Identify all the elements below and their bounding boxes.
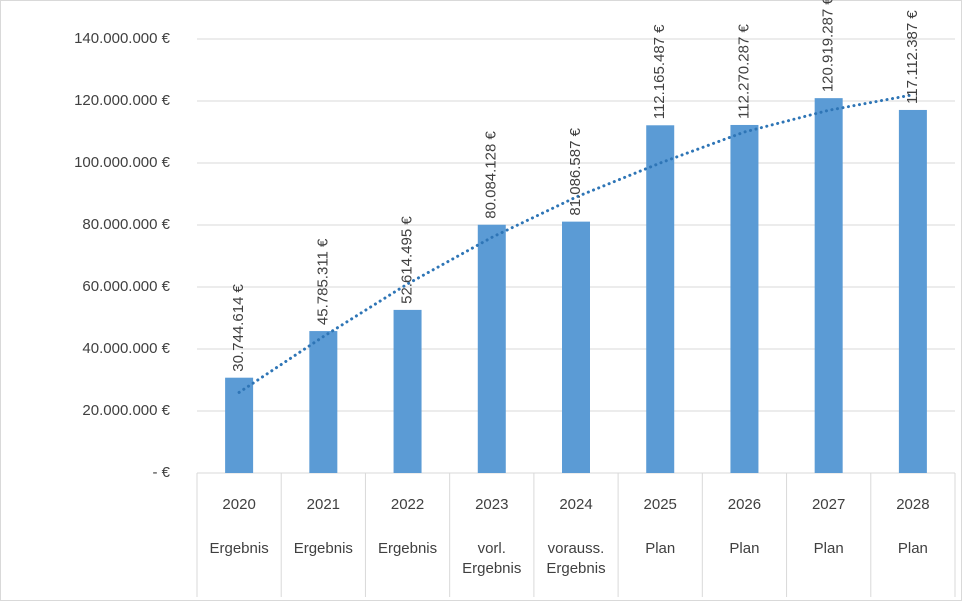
bar (646, 125, 675, 473)
data-label: 52.614.495 € (399, 216, 416, 304)
x-tick-label: 2020 (222, 496, 255, 513)
category-group-label: Plan (729, 540, 760, 557)
x-tick-label: 2024 (559, 496, 592, 513)
y-tick-label: 120.000.000 € (74, 92, 171, 109)
y-tick-label: 140.000.000 € (74, 30, 171, 47)
category-group-label: Ergebnis (293, 540, 353, 557)
trendline (237, 93, 915, 394)
data-label: 81.086.587 € (567, 127, 584, 215)
data-label: 112.270.287 € (735, 23, 752, 118)
y-tick-label: 100.000.000 € (74, 154, 171, 171)
y-tick-label: - € (152, 464, 170, 481)
bar (309, 331, 338, 473)
x-tick-label: 2021 (307, 496, 340, 513)
category-group-label: Ergebnis (377, 540, 438, 557)
category-group-label: Plan (813, 540, 844, 557)
x-tick-label: 2028 (896, 496, 929, 513)
bar (730, 124, 759, 474)
y-tick-label: 20.000.000 € (82, 402, 170, 419)
bar (477, 224, 506, 473)
bar (562, 221, 590, 473)
data-label: 112.165.487 € (651, 24, 668, 119)
x-tick-label: 2022 (391, 496, 424, 513)
y-tick-label: 40.000.000 € (82, 340, 170, 357)
bar (393, 309, 422, 473)
category-group-label: vorauss. Ergebnis (546, 540, 606, 577)
bar (814, 98, 843, 473)
x-tick-label: 2027 (812, 496, 845, 513)
data-label: 117.112.387 € (904, 10, 921, 104)
data-label: 120.919.287 € (820, 0, 837, 92)
bar (898, 109, 927, 473)
x-tick-label: 2026 (728, 496, 761, 513)
category-group-label: vorl. Ergebnis (462, 540, 522, 577)
x-tick-label: 2023 (475, 496, 508, 513)
y-tick-label: 60.000.000 € (82, 278, 170, 295)
data-label: 45.785.311 € (314, 238, 331, 325)
category-group-label: Ergebnis (209, 540, 269, 557)
data-label: 80.084.128 € (483, 130, 500, 218)
y-tick-label: 80.000.000 € (82, 216, 170, 233)
x-tick-label: 2025 (644, 496, 677, 513)
data-label: 30.744.614 € (230, 283, 247, 371)
category-group-label: Plan (897, 540, 928, 557)
category-group-label: Plan (645, 540, 676, 557)
